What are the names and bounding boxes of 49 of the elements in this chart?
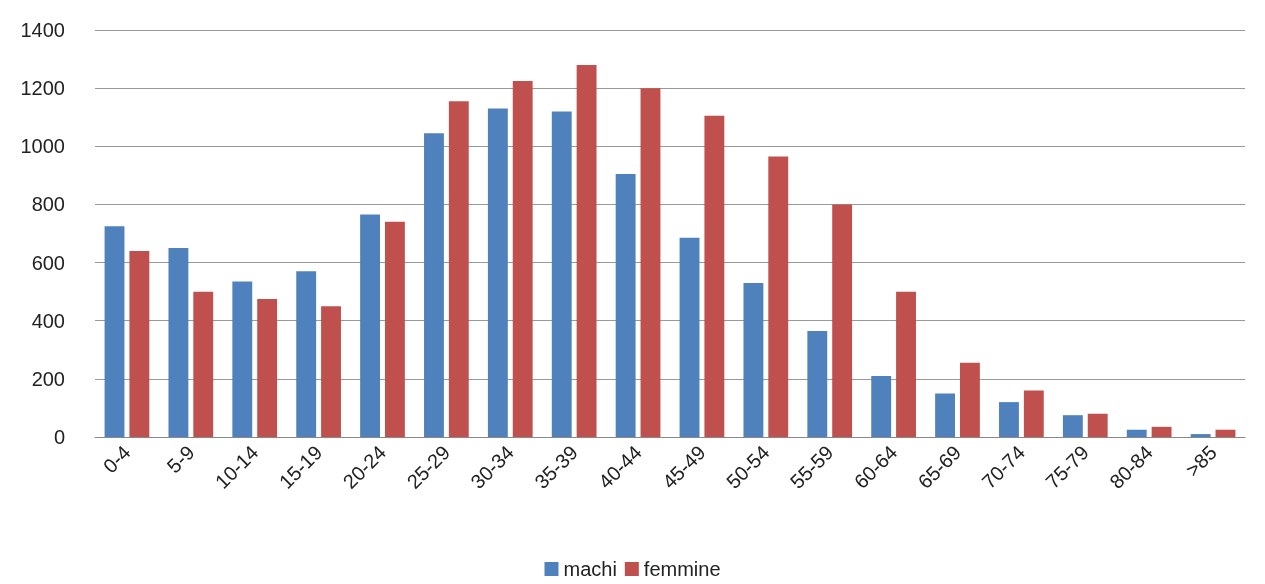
x-tick-label: 5-9 (162, 441, 199, 478)
bar (1023, 390, 1044, 437)
bar (935, 393, 956, 437)
bar (1151, 426, 1172, 437)
x-tick-label: 0-4 (98, 441, 135, 478)
y-tick-label: 1400 (20, 19, 65, 41)
bar (768, 156, 789, 437)
bar (193, 291, 214, 437)
bar (232, 281, 253, 437)
bar (999, 402, 1019, 437)
legend-label: femmine (643, 558, 721, 580)
y-tick-label: 600 (31, 251, 65, 274)
legend-label: machi (563, 558, 617, 580)
bar (257, 298, 278, 437)
bar (1087, 413, 1108, 437)
bar (832, 204, 853, 437)
bar (576, 64, 597, 437)
bar (1062, 415, 1083, 437)
bar (360, 214, 381, 437)
y-tick-label: 800 (31, 193, 65, 216)
y-tick-label: 200 (31, 367, 65, 390)
y-tick-label: 1000 (20, 135, 65, 158)
bar (551, 111, 572, 437)
bar (1126, 429, 1147, 437)
bar (615, 173, 636, 437)
bar (129, 250, 150, 437)
bar (512, 80, 533, 437)
y-tick-label: 0 (53, 426, 65, 448)
bar (704, 115, 725, 437)
bar (296, 271, 317, 437)
bar (896, 291, 916, 437)
bar (679, 237, 700, 437)
bar (384, 221, 405, 437)
bar (743, 282, 764, 437)
y-tick-label: 1200 (20, 77, 65, 100)
bar (424, 133, 444, 437)
bar (104, 226, 125, 437)
bar (640, 88, 661, 437)
bar (1215, 429, 1236, 437)
bar (448, 101, 469, 437)
bar (321, 306, 341, 437)
bar (959, 362, 980, 437)
bar (168, 248, 189, 437)
bar (1190, 434, 1211, 437)
x-tick-label: >85 (1181, 441, 1221, 481)
y-tick-label: 400 (31, 309, 65, 332)
bar (871, 375, 892, 437)
bar (487, 108, 508, 437)
bar (807, 330, 828, 437)
